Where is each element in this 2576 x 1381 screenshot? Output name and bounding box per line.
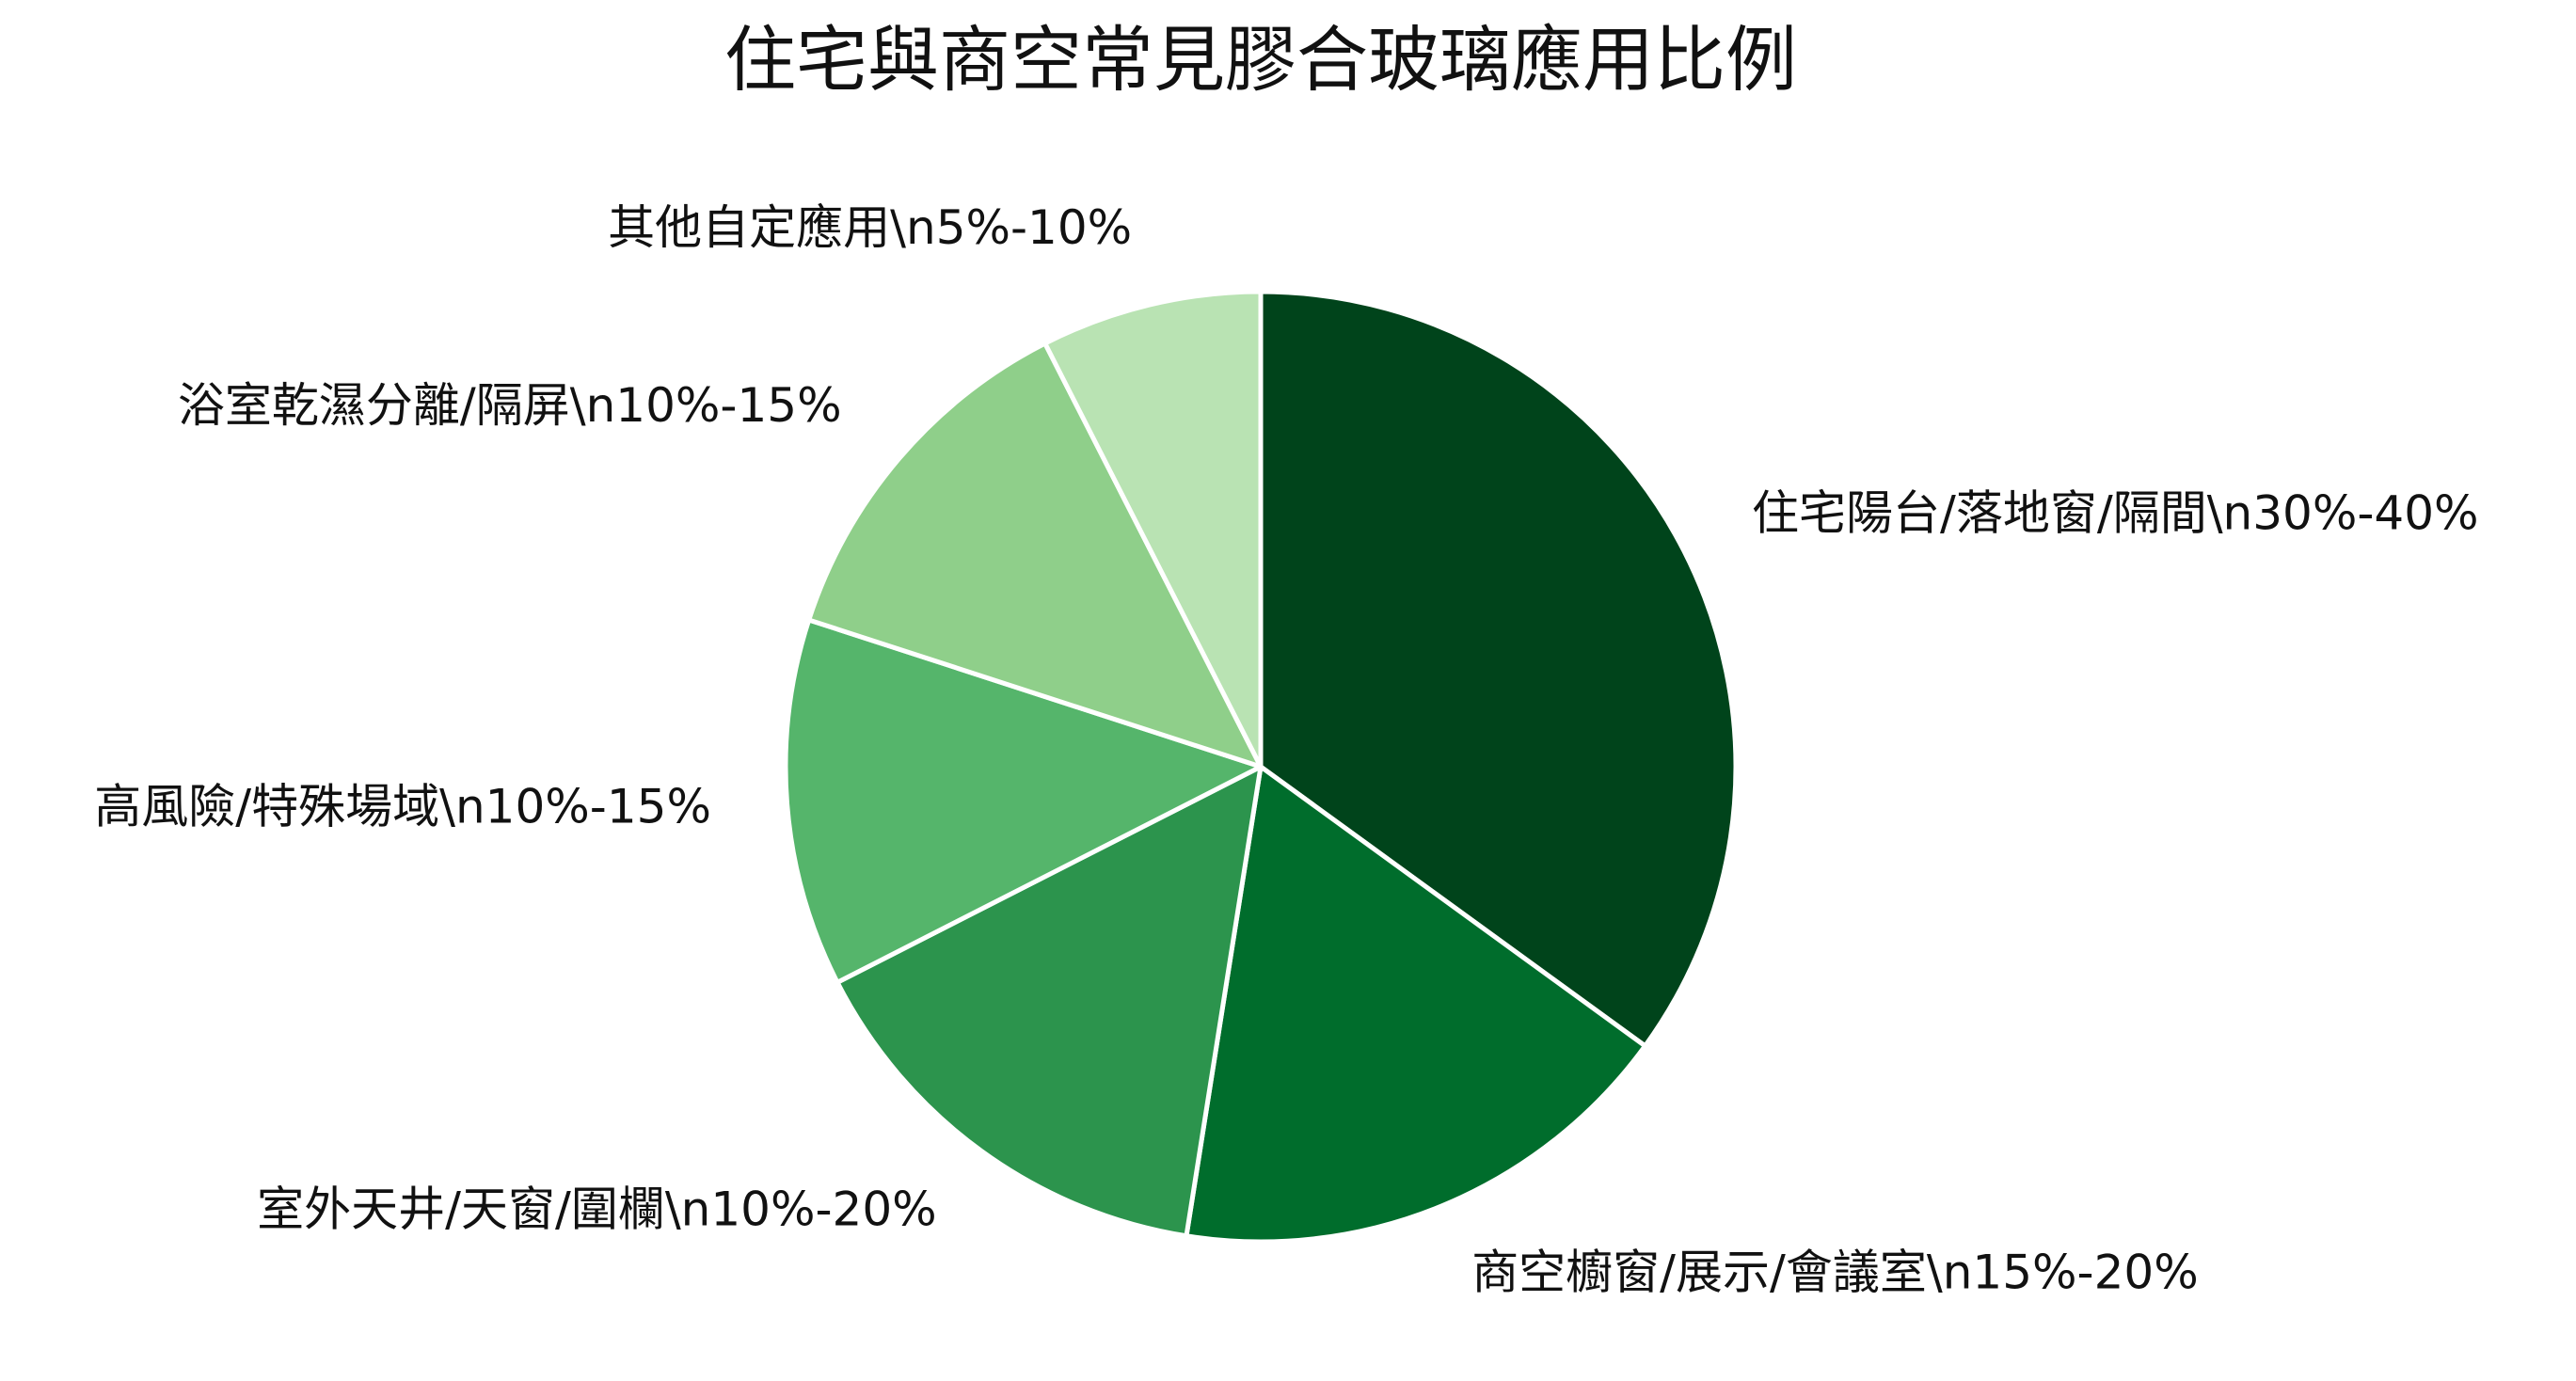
pie-slice-4 — [806, 341, 1264, 770]
pie-slice-2 — [835, 764, 1264, 1239]
pie-slice-label-0: 住宅陽台/落地窗/隔間\n30%-40% — [1752, 486, 2479, 541]
pie-slice-label-2: 室外天井/天窗/圍欄\n10%-20% — [257, 1182, 937, 1236]
pie-slice-0 — [1258, 289, 1739, 1049]
pie-slice-label-3: 高風險/特殊場域\n10%-15% — [94, 780, 711, 834]
pie-slice-label-4: 浴室乾濕分離/隔屏\n10%-15% — [178, 378, 842, 433]
pie-slices — [783, 289, 1739, 1245]
pie-slice-label-1: 商空櫥窗/展示/會議室\n15%-20% — [1471, 1246, 2199, 1300]
pie-labels: 住宅陽台/落地窗/隔間\n30%-40% 商空櫥窗/展示/會議室\n15%-20%… — [94, 200, 2478, 1300]
chart-title: 住宅與商空常見膠合玻璃應用比例 — [724, 18, 1797, 102]
pie-slice-3 — [783, 617, 1264, 985]
pie-slice-5 — [1042, 289, 1264, 770]
pie-slice-label-5: 其他自定應用\n5%-10% — [608, 200, 1132, 255]
pie-slice-1 — [1184, 764, 1648, 1245]
